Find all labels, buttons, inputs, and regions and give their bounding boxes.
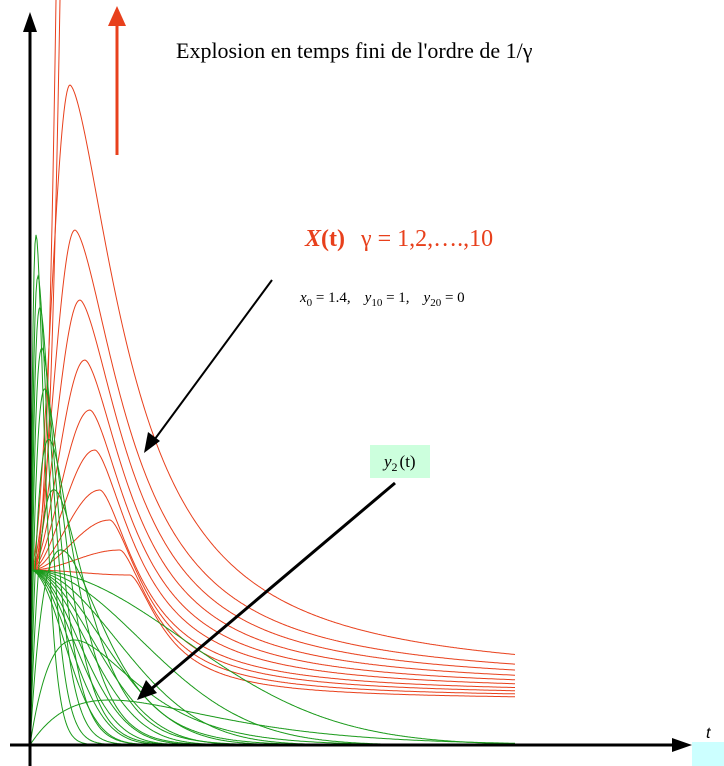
title: Explosion en temps fini de l'ordre de 1/…: [176, 38, 533, 63]
x-curve: [30, 549, 516, 695]
y-curve: [29, 489, 515, 746]
y2-arg: (t): [400, 452, 416, 471]
x-curve: [29, 84, 516, 655]
init-sub: 20: [430, 297, 442, 309]
pointer-x: [151, 279, 273, 444]
y2-var: y: [382, 452, 392, 471]
x-curve: [30, 569, 515, 698]
x-curve: [30, 519, 515, 692]
explosion-arrow-head: [108, 6, 126, 26]
y2-label: y2 (t): [382, 452, 416, 474]
x-axis-arrow: [672, 738, 692, 752]
y2-sub: 2: [392, 460, 398, 474]
x-arg: (t): [321, 226, 345, 252]
t-label: t: [706, 725, 711, 742]
x-curve: [29, 229, 515, 665]
init-var: x: [299, 290, 307, 306]
t-label-box: [692, 742, 724, 766]
x-curve: [29, 299, 515, 671]
init-sub: 0: [307, 297, 313, 309]
init-var: y: [363, 290, 372, 306]
y-axis-arrow: [23, 12, 37, 32]
x-curve: [29, 409, 516, 681]
y-curve: [30, 569, 498, 746]
init-sub: 10: [371, 297, 383, 309]
y2-label-box: [370, 445, 430, 478]
y-curve: [30, 569, 515, 745]
initial-conditions: x0 = 1.4, y10 = 1, y20 = 0: [299, 290, 465, 309]
gamma: γ = 1,2,….,10: [360, 226, 493, 252]
x-curve: [30, 489, 515, 688]
init-rest: = 1,: [382, 290, 409, 306]
init-rest: = 1.4,: [312, 290, 350, 306]
pointer-x-head: [144, 432, 160, 453]
pointer-y2-head: [137, 680, 157, 700]
y-curve: [29, 388, 515, 746]
y-curve: [29, 438, 515, 746]
y-curve: [29, 234, 515, 746]
x-curve-label: X(t) γ = 1,2,….,10: [304, 226, 493, 252]
x-curve: [29, 449, 515, 685]
curves: [29, 0, 516, 746]
y-curve: [29, 274, 515, 746]
pointer-y2: [149, 481, 396, 692]
y-curve: [29, 699, 515, 746]
x-curve: [30, 0, 57, 571]
x-curve: [29, 359, 515, 676]
x-symbol: X: [304, 226, 322, 252]
init-rest: = 0: [441, 290, 464, 306]
init-var: y: [422, 290, 431, 306]
